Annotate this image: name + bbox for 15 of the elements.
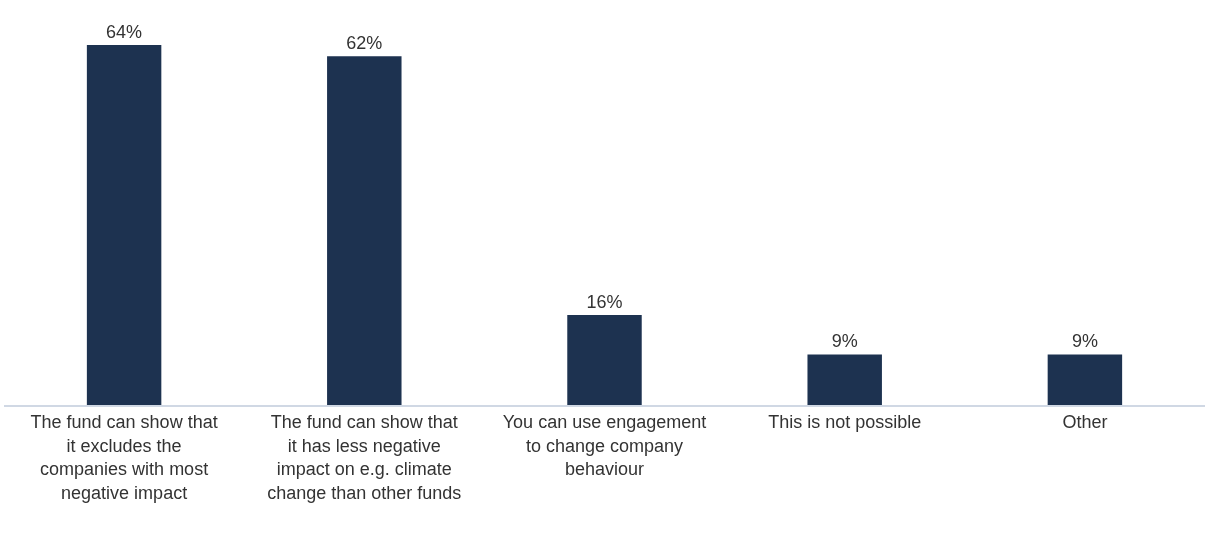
x-tick-label: Other bbox=[1062, 412, 1108, 433]
x-tick-label: You can use engagement to change company behaviour bbox=[502, 412, 707, 480]
data-label: 64% bbox=[106, 22, 143, 42]
bar bbox=[1047, 354, 1123, 405]
x-tick-label: The fund can show that it has less negative impact on e.g. climate change than other funds bbox=[267, 412, 462, 503]
bar bbox=[86, 45, 162, 405]
bar bbox=[327, 56, 402, 405]
data-label: 62% bbox=[346, 33, 383, 54]
data-label: 9% bbox=[1071, 331, 1098, 352]
x-tick-label: The fund can show that it excludes the companies with most negative impact bbox=[30, 412, 218, 503]
bar bbox=[807, 354, 882, 405]
x-tick-label: This is not possible bbox=[768, 412, 922, 433]
bar bbox=[567, 315, 642, 405]
data-label: 9% bbox=[831, 331, 858, 352]
data-label: 16% bbox=[586, 292, 623, 312]
